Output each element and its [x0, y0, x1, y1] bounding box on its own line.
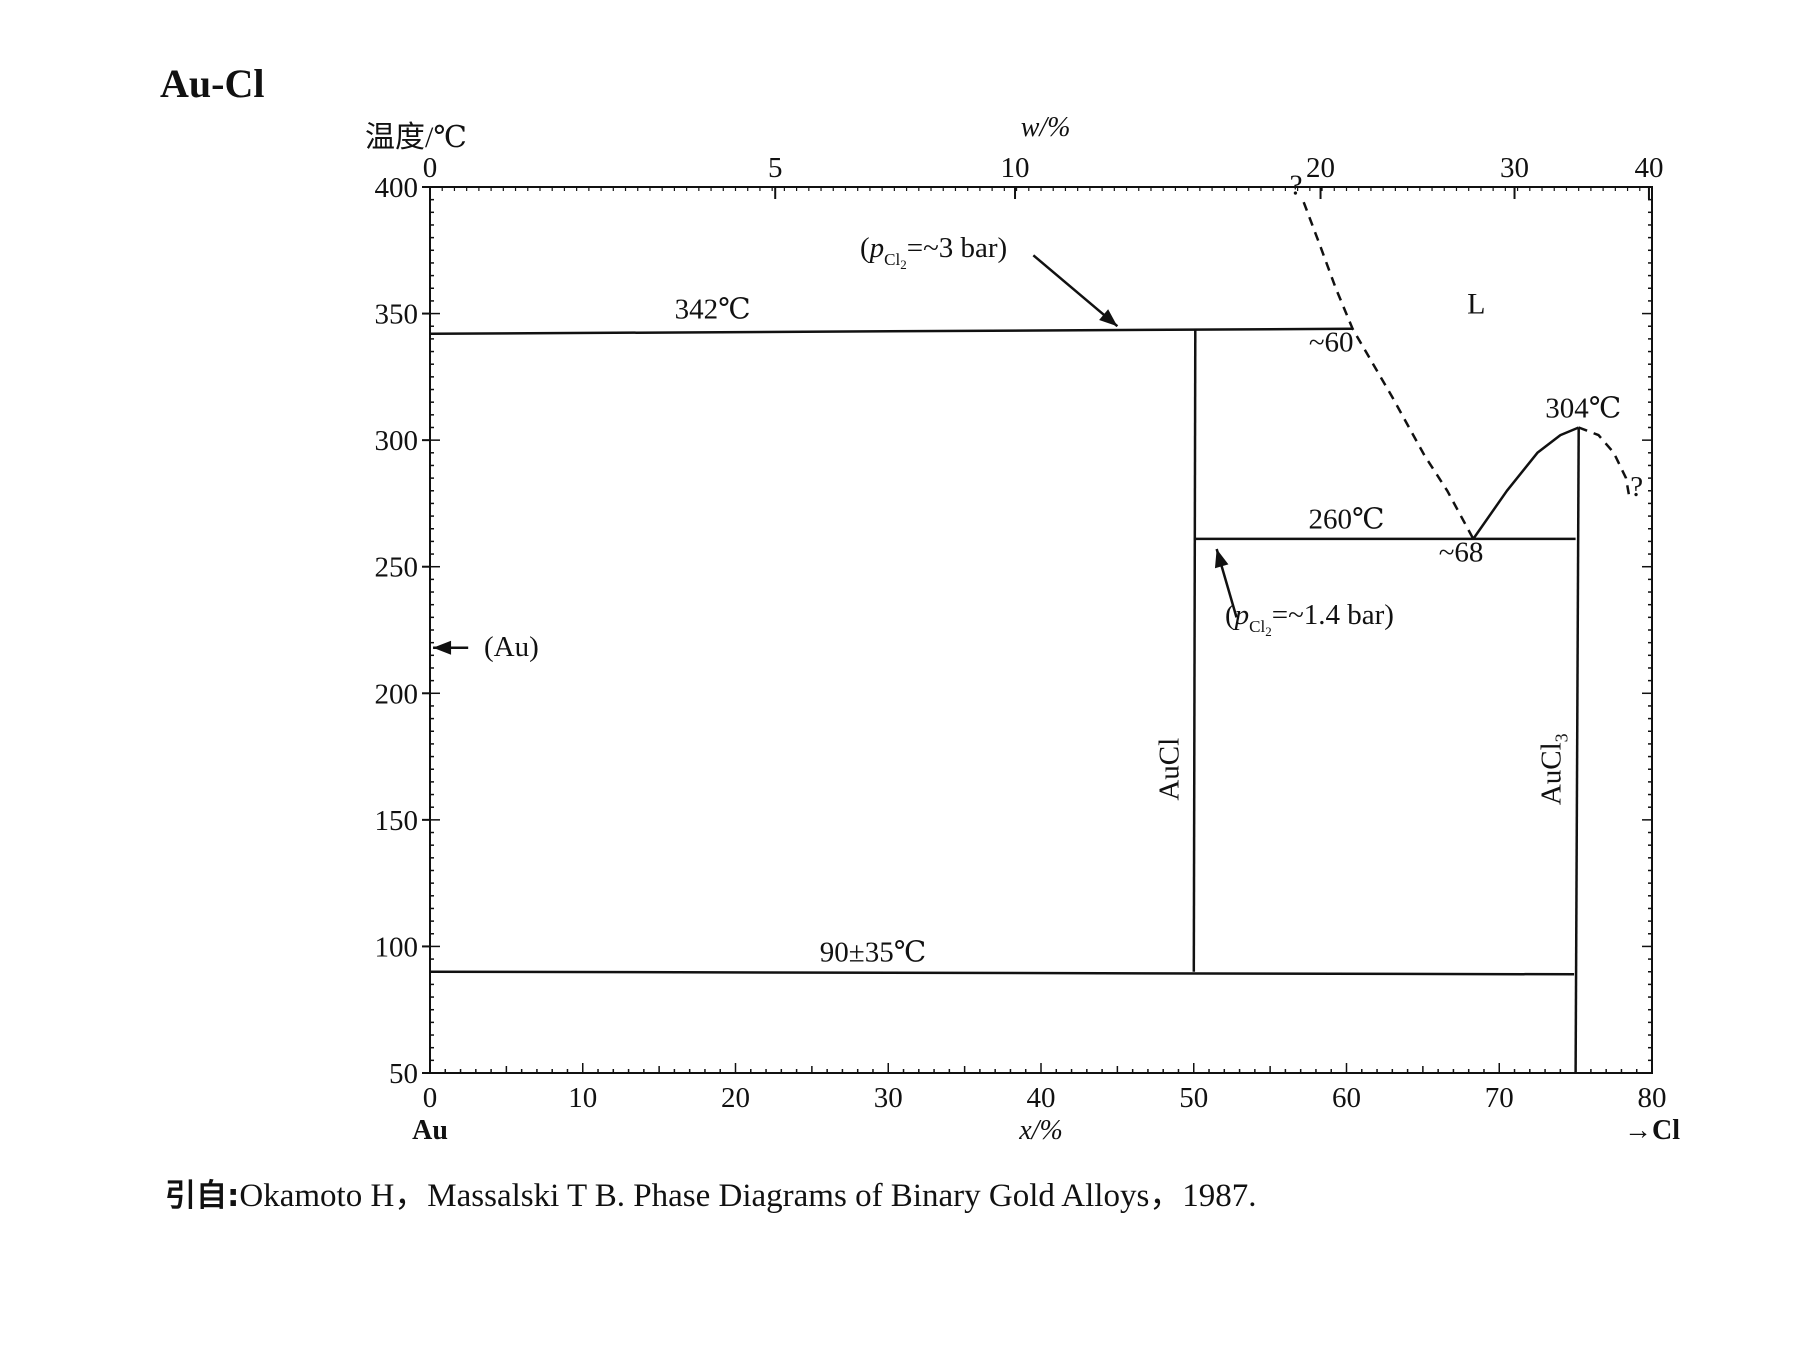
x-tick-label: 50 — [1179, 1082, 1208, 1114]
w-tick-label: 20 — [1306, 152, 1335, 184]
annotation-aucl: AuCl — [1153, 738, 1185, 801]
phase-line-eutectoid-342 — [429, 327, 1353, 336]
y-tick-label: 150 — [375, 805, 419, 837]
x-tick-label: 40 — [1027, 1082, 1056, 1114]
phase-line-low-transition-90 — [429, 970, 1575, 976]
y-axis-title: 温度/℃ — [365, 121, 467, 154]
annotation-arrow-head — [1214, 548, 1229, 569]
w-axis-title: w/% — [1021, 112, 1071, 143]
w-tick-label: 30 — [1500, 152, 1529, 184]
y-tick-label: 50 — [389, 1058, 418, 1090]
x-end-label-cl: →Cl — [1624, 1115, 1680, 1146]
annotation-arrow-line — [1032, 254, 1119, 328]
phase-line-liquidus-right — [1578, 426, 1631, 497]
annotation-304-: 304℃ — [1545, 392, 1621, 424]
w-tick-label: 40 — [1634, 152, 1663, 184]
y-tick-label: 350 — [375, 299, 419, 331]
annotation-arrow-head — [433, 640, 452, 655]
phase-line-AuCl3-phase — [1574, 427, 1580, 1074]
annotation-l: L — [1467, 288, 1485, 321]
x-tick-label: 70 — [1485, 1082, 1514, 1114]
y-tick-label: 400 — [375, 172, 419, 204]
chart-title: Au-Cl — [160, 61, 265, 106]
y-tick-label: 100 — [375, 931, 419, 963]
au-phase-label: (Au) — [484, 631, 539, 663]
citation-text: Okamoto H，Massalski T B. Phase Diagrams … — [239, 1178, 1257, 1214]
x-tick-label: 10 — [568, 1082, 597, 1114]
x-tick-label: 80 — [1638, 1082, 1667, 1114]
y-tick-label: 200 — [375, 678, 419, 710]
w-tick-label: 0 — [423, 152, 438, 184]
citation: 引自:Okamoto H，Massalski T B. Phase Diagra… — [165, 1168, 1257, 1216]
pressure-label-3bar: (pCl2=~3 bar) — [860, 232, 1007, 272]
annotation--: ? — [1290, 170, 1303, 202]
y-tick-label: 250 — [375, 552, 419, 584]
y-tick-label: 300 — [375, 425, 419, 457]
annotation-342-: 342℃ — [675, 294, 751, 326]
annotation-260-: 260℃ — [1309, 504, 1385, 536]
phase-line-liquidus-left — [1302, 201, 1475, 540]
phase-line-AuCl-phase — [1192, 328, 1197, 972]
annotation-90-35-: 90±35℃ — [820, 937, 926, 969]
x-axis-title: x/% — [1018, 1115, 1063, 1146]
annotation--60: ~60 — [1309, 327, 1354, 359]
x-tick-label: 0 — [423, 1082, 438, 1114]
x-tick-label: 60 — [1332, 1082, 1361, 1114]
x-tick-label: 20 — [721, 1082, 750, 1114]
annotation-arrow-head — [1099, 309, 1118, 327]
annotation--: ? — [1630, 471, 1643, 503]
w-tick-label: 5 — [768, 152, 783, 184]
phase-line-AuCl3-liquidus — [1472, 426, 1580, 540]
pressure-label-1-4bar: (pCl2=~1.4 bar) — [1225, 599, 1394, 639]
annotation--68: ~68 — [1439, 537, 1484, 569]
citation-prefix: 引自: — [165, 1178, 240, 1214]
x-tick-label: 30 — [874, 1082, 903, 1114]
w-tick-label: 10 — [1001, 152, 1030, 184]
annotation-aucl3: AuCl3 — [1535, 733, 1571, 805]
x-end-label-au: Au — [412, 1115, 448, 1146]
